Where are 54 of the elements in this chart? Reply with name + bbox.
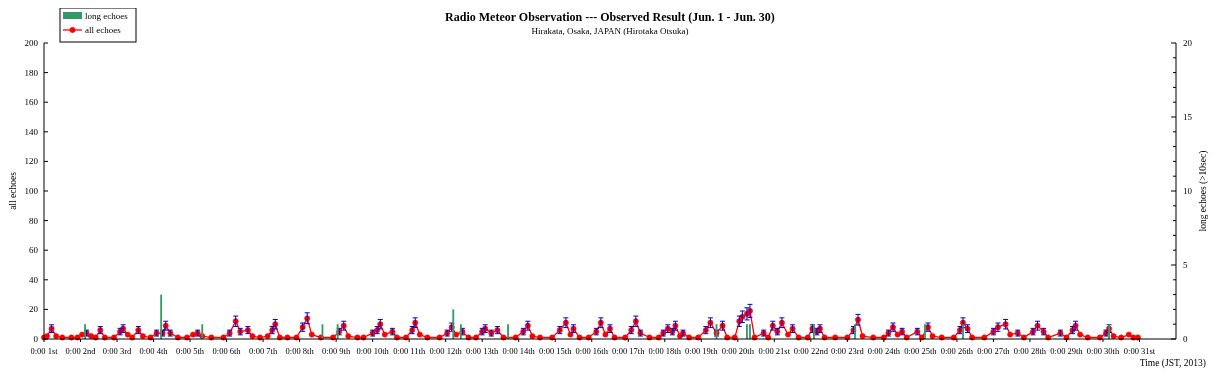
- x-tick-label: 0:00 4th: [139, 346, 169, 356]
- y-tick-label: 180: [24, 67, 39, 78]
- legend-label: all echoes: [85, 25, 122, 35]
- x-tick-label: 0:00 23rd: [830, 346, 865, 356]
- x-tick-label: 0:00 17th: [612, 346, 646, 356]
- y2-tick-label: 10: [1183, 186, 1193, 196]
- x-tick-label: 0:00 22nd: [793, 346, 829, 356]
- x-tick-label: 0:00 19th: [685, 346, 719, 356]
- x-tick-label: 0:00 7th: [249, 346, 278, 356]
- y-tick-label: 120: [24, 156, 39, 167]
- y-tick-label: 140: [24, 126, 39, 137]
- y2-axis-title: long echoes (>10sec): [1198, 150, 1209, 232]
- y-tick-label: 200: [24, 38, 39, 48]
- x-tick-label: 0:00 26th: [940, 346, 974, 356]
- x-tick-label: 0:00 28th: [1013, 346, 1047, 356]
- x-tick-label: 0:00 9th: [322, 346, 351, 356]
- x-tick-label: 0:00 27th: [977, 346, 1011, 356]
- x-tick-label: 0:00 3rd: [102, 346, 133, 356]
- y-tick-label: 40: [29, 274, 39, 285]
- x-tick-label: 0:00 8th: [285, 346, 315, 356]
- y2-tick-label: 5: [1183, 260, 1188, 270]
- x-tick-label: 0:00 15th: [539, 346, 573, 356]
- y-tick-label: 60: [29, 245, 39, 256]
- x-tick-label: 0:00 21st: [758, 346, 791, 356]
- chart-subtitle: Hirakata, Osaka, JAPAN (Hirotaka Otsuka): [531, 26, 689, 36]
- y-axis-title: all echoes: [8, 171, 18, 210]
- x-tick-label: 0:00 29th: [1050, 346, 1084, 356]
- x-tick-label: 0:00 5th: [176, 346, 205, 356]
- y-tick-label: 160: [24, 97, 39, 108]
- y-tick-label: 0: [33, 334, 39, 344]
- y-tick-label: 100: [24, 186, 39, 196]
- x-tick-label: 0:00 25th: [904, 346, 938, 356]
- x-tick-label: 0:00 11th: [393, 346, 426, 356]
- x-tick-label: 0:00 12th: [429, 346, 463, 356]
- x-tick-label: 0:00 6th: [212, 346, 242, 356]
- x-tick-label: 0:00 20th: [721, 346, 755, 356]
- legend-label: long echoes: [85, 11, 129, 21]
- y-tick-label: 80: [29, 215, 39, 226]
- x-axis-title: Time (JST, 2013): [1139, 358, 1206, 369]
- x-tick-label: 0:00 14th: [502, 346, 536, 356]
- y2-tick-label: 0: [1183, 334, 1188, 344]
- x-tick-label: 0:00 2nd: [65, 346, 97, 356]
- x-tick-label: 0:00 18th: [648, 346, 682, 356]
- y2-tick-label: 20: [1183, 38, 1193, 48]
- x-tick-label: 0:00 13th: [466, 346, 500, 356]
- chart-title: Radio Meteor Observation --- Observed Result (Jun. 1 - Jun. 30): [445, 10, 775, 24]
- x-tick-label: 0:00 1st: [30, 346, 59, 356]
- x-tick-label: 0:00 24th: [867, 346, 901, 356]
- x-tick-label: 0:00 10th: [356, 346, 390, 356]
- y-tick-label: 20: [29, 304, 39, 315]
- x-tick-label: 0:00 16th: [575, 346, 609, 356]
- x-tick-label: 0:00 30th: [1086, 346, 1120, 356]
- x-tick-label: 0:00 31st: [1123, 346, 1156, 356]
- y2-tick-label: 15: [1183, 112, 1193, 122]
